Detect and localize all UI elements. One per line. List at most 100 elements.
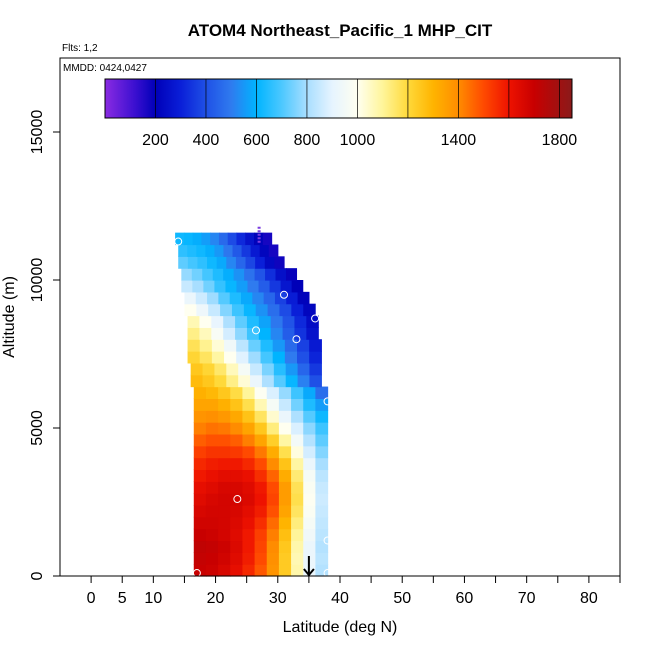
heatmap-cell (227, 232, 238, 246)
heatmap-cell (291, 528, 304, 542)
heatmap-cell (315, 422, 329, 435)
heatmap-cell (236, 232, 246, 246)
heatmap-cell (235, 327, 248, 340)
flights-label: Flts: 1,2 (62, 43, 98, 54)
heatmap-cell (254, 469, 268, 482)
heatmap-cell (199, 315, 212, 328)
heatmap-cell (238, 362, 251, 376)
heatmap-cell (218, 516, 231, 530)
heatmap-cell (267, 303, 281, 317)
heatmap-cell (196, 244, 206, 257)
colorbar-gradient (104, 78, 573, 119)
heatmap-cell (211, 351, 225, 364)
heatmap-cell (254, 410, 268, 423)
heatmap-cell (266, 552, 280, 565)
heatmap-cell (214, 280, 227, 293)
heatmap-cell (223, 268, 235, 281)
heatmap-cell (315, 433, 329, 447)
heatmap-cell (254, 516, 268, 530)
heatmap-cell (193, 493, 207, 506)
heatmap-cell (201, 232, 211, 246)
x-tick-label: 40 (331, 590, 349, 607)
heatmap-cell (230, 564, 244, 577)
heatmap-cell (278, 540, 292, 553)
heatmap-cell (193, 469, 207, 482)
heatmap-cell (278, 564, 292, 577)
heatmap-cell (265, 268, 277, 281)
heatmap-cell (306, 327, 319, 340)
heatmap-cell (309, 339, 322, 352)
heatmap-cell (303, 481, 316, 494)
heatmap-cell (208, 303, 221, 317)
heatmap-cell (248, 351, 262, 364)
heatmap-cell (205, 386, 219, 399)
colorbar-tick-label: 800 (294, 132, 321, 149)
heatmap-cell (205, 445, 219, 459)
x-tick-label: 10 (144, 590, 162, 607)
heatmap-cell (291, 303, 304, 317)
heatmap-cell (230, 386, 244, 399)
heatmap-cell (196, 303, 209, 317)
heatmap-cell (254, 445, 268, 459)
heatmap-cell (183, 232, 194, 246)
heatmap-cell (205, 422, 219, 435)
heatmap-cell (254, 268, 266, 281)
colorbar-tick-label: 400 (193, 132, 220, 149)
heatmap-cell (303, 410, 316, 423)
heatmap-cell (303, 445, 316, 459)
heatmap-cell (212, 268, 224, 281)
sample-point (323, 536, 332, 545)
heatmap-cell (218, 232, 229, 246)
heatmap-cell (278, 398, 292, 411)
heatmap-cell (193, 410, 207, 423)
heatmap-cell (184, 303, 197, 317)
heatmap-cell (205, 540, 219, 553)
heatmap-cell (226, 374, 239, 388)
sample-point (174, 237, 183, 246)
y-axis-label: Altitude (m) (1, 276, 18, 358)
heatmap-cell (297, 291, 310, 305)
heatmap-cell (254, 528, 268, 542)
heatmap-cell (258, 315, 272, 328)
heatmap-cell (223, 315, 236, 328)
sample-point (323, 569, 332, 578)
heatmap-cell (205, 564, 219, 577)
heatmap-cell (193, 445, 207, 459)
heatmap-cell (193, 398, 207, 411)
heatmap-cell (264, 256, 275, 269)
heatmap-cell (254, 564, 268, 577)
heatmap-cell (191, 268, 203, 281)
heatmap-cell (205, 504, 219, 518)
heatmap-cell (193, 457, 207, 471)
heatmap-cell (291, 410, 304, 423)
heatmap-cell (187, 351, 201, 364)
heatmap-cell (205, 493, 219, 506)
heatmap-cell (282, 315, 296, 328)
heatmap-cell (303, 528, 316, 542)
heatmap-cell (282, 327, 296, 340)
heatmap-cell (230, 410, 244, 423)
heatmap-cell (309, 374, 322, 388)
heatmap-cell (178, 256, 189, 269)
heatmap-cell (273, 374, 287, 388)
heatmap-cell (218, 433, 231, 447)
heatmap-cell (242, 528, 256, 542)
heatmap-cell (291, 481, 304, 494)
heatmap-cell (178, 244, 188, 257)
colorbar-tick-label: 1000 (340, 132, 376, 149)
heatmap-cell (315, 469, 329, 482)
heatmap-cell (199, 351, 213, 364)
x-axis: 0 5 10 20 30 40 50 60 70 80 (87, 576, 621, 607)
heatmap-cell (254, 540, 268, 553)
heatmap-cell (266, 481, 280, 494)
heatmap-cell (233, 268, 245, 281)
heatmap-cell (303, 386, 316, 399)
heatmap-cell (245, 256, 256, 269)
heatmap-cell (245, 232, 255, 246)
heatmap-cell (291, 493, 304, 506)
heatmap-cell (291, 516, 304, 530)
heatmap-cell (190, 362, 204, 376)
heatmap-cell (242, 398, 256, 411)
heatmap-cell (202, 268, 214, 281)
heatmap-cell (236, 351, 249, 364)
